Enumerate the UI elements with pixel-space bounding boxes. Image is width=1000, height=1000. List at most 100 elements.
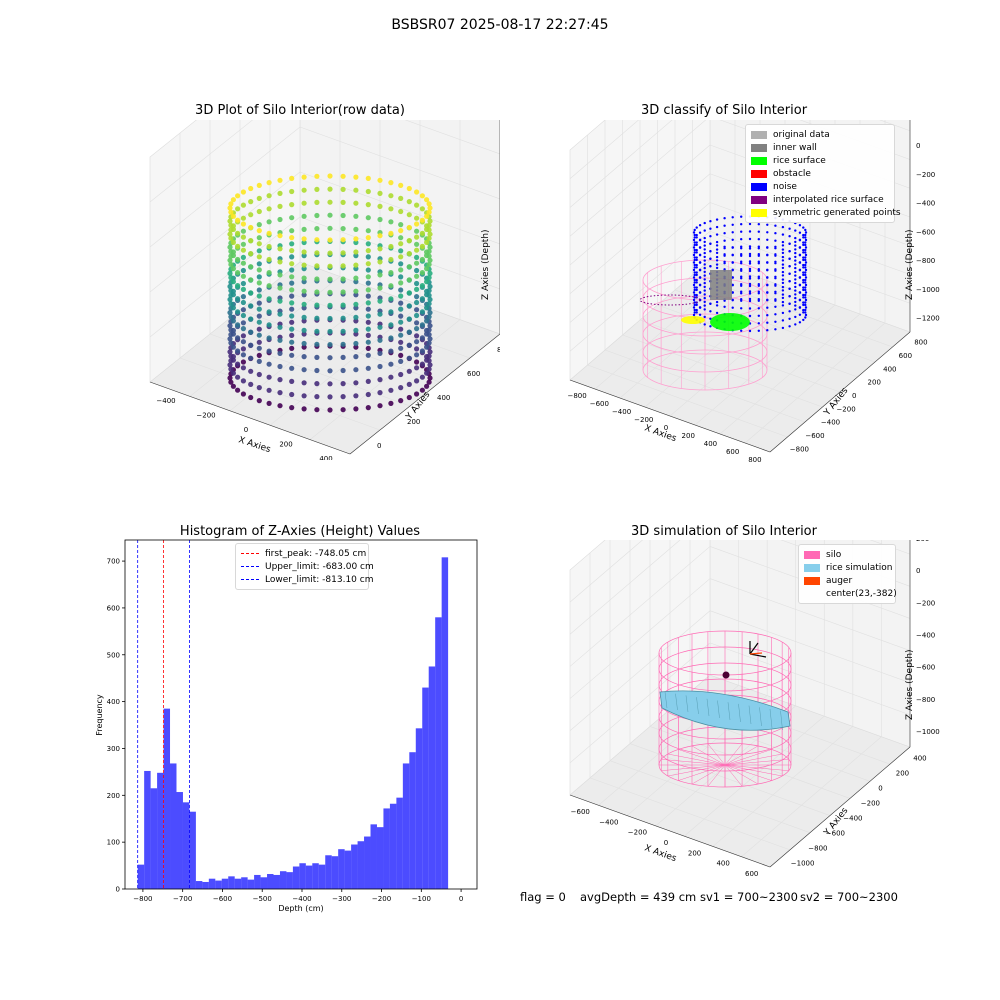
data-point	[301, 174, 307, 180]
histogram-bar	[189, 811, 196, 889]
noise-point	[731, 276, 734, 279]
noise-point	[695, 248, 698, 252]
data-point	[301, 344, 307, 350]
data-point	[230, 213, 236, 219]
axis-line	[769, 746, 911, 868]
noise-point	[693, 301, 696, 304]
noise-point	[695, 236, 698, 239]
data-point	[235, 348, 241, 354]
noise-point	[804, 271, 807, 274]
data-point	[353, 253, 359, 259]
data-point	[235, 283, 241, 289]
noise-point	[781, 300, 785, 304]
histogram-bar	[170, 763, 177, 889]
data-point	[388, 270, 394, 276]
data-point	[227, 205, 233, 211]
noise-point	[804, 233, 807, 237]
data-point	[256, 385, 262, 391]
rice-mesh-line	[769, 708, 773, 729]
noise-point	[766, 329, 769, 332]
gridline	[709, 642, 911, 716]
data-point	[424, 252, 430, 259]
data-point	[289, 254, 295, 260]
data-point	[266, 270, 272, 276]
data-point	[426, 301, 432, 307]
data-point	[398, 208, 404, 215]
noise-point	[731, 269, 734, 272]
noise-point	[798, 238, 802, 241]
data-point	[314, 250, 320, 256]
noise-point	[740, 223, 743, 226]
data-point	[289, 332, 295, 338]
data-point	[235, 270, 241, 276]
data-point	[289, 267, 295, 273]
noise-point	[740, 215, 743, 218]
data-point	[256, 195, 262, 201]
noise-point	[804, 238, 808, 242]
noise-point	[731, 238, 734, 241]
data-point	[426, 248, 432, 254]
y-tick-label: 600	[467, 370, 480, 378]
data-point	[277, 377, 283, 383]
data-point	[235, 230, 241, 236]
data-point	[240, 378, 246, 384]
data-point	[398, 293, 404, 299]
noise-point	[715, 225, 719, 229]
noise-point	[695, 293, 698, 297]
noise-point	[748, 290, 752, 293]
data-point	[266, 243, 272, 250]
data-point	[427, 270, 433, 276]
data-point	[414, 273, 420, 279]
histogram-bar	[137, 864, 145, 889]
legend-entry: first_peak: -748.05 cm	[241, 547, 366, 560]
noise-point	[693, 243, 696, 247]
histogram-bar	[228, 876, 235, 889]
data-point	[240, 267, 246, 274]
legend-entry: Upper_limit: -683.00 cm	[241, 560, 374, 573]
noise-point	[794, 289, 797, 292]
noise-point	[695, 271, 698, 274]
noise-point	[774, 283, 777, 286]
data-point	[256, 280, 262, 286]
legend-swatch	[751, 130, 767, 139]
data-point	[314, 407, 320, 413]
data-point	[266, 296, 272, 302]
gridline	[404, 120, 500, 155]
noise-point	[757, 238, 760, 241]
noise-point	[709, 310, 712, 313]
x-tick-label: −200	[634, 416, 653, 424]
data-point	[240, 260, 246, 266]
x-tick-label: 200	[682, 432, 695, 440]
data-point	[414, 391, 420, 397]
noise-point	[715, 218, 719, 221]
data-point	[301, 301, 307, 307]
noise-point	[774, 290, 777, 293]
noise-point	[804, 276, 808, 279]
noise-point	[802, 271, 805, 274]
histogram-bar	[215, 880, 222, 889]
noise-point	[766, 284, 769, 287]
data-point	[256, 254, 262, 260]
data-point	[398, 267, 404, 273]
noise-point	[703, 244, 706, 247]
data-point	[240, 286, 246, 292]
noise-point	[794, 266, 797, 270]
noise-point	[715, 304, 719, 307]
data-point	[398, 319, 404, 325]
noise-point	[781, 278, 785, 281]
data-point	[427, 349, 433, 355]
data-point	[388, 193, 394, 199]
data-point	[314, 302, 320, 308]
noise-point	[802, 286, 805, 289]
y-tick-label: 0	[852, 392, 856, 400]
noise-point	[692, 306, 696, 309]
legend-label: symmetric generated points	[773, 207, 901, 218]
z-tick-label: 200	[916, 540, 929, 543]
data-point	[406, 303, 412, 309]
histogram-frame	[124, 539, 478, 890]
data-point	[240, 326, 246, 332]
noise-point	[794, 278, 797, 281]
data-point	[314, 328, 320, 334]
data-point	[327, 225, 333, 231]
data-point	[240, 273, 246, 279]
